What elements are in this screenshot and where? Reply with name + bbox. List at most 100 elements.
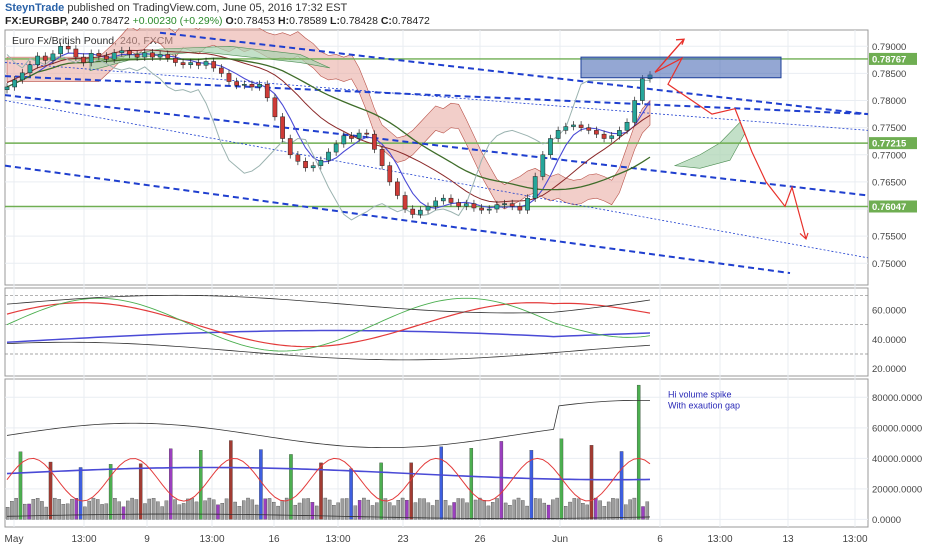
candle [349, 135, 354, 139]
close-label: C: [380, 15, 392, 27]
volume-bar [113, 498, 117, 520]
volume-bar [241, 500, 246, 520]
candle [165, 54, 171, 59]
volume-bar [413, 502, 418, 520]
volume-bar [430, 505, 435, 520]
volume-bar [353, 505, 358, 520]
candle [157, 54, 163, 58]
volume-bar [581, 503, 585, 520]
projection-path [654, 56, 807, 240]
volume-bar [469, 448, 474, 520]
volume-bar [237, 506, 242, 520]
volume-bar [40, 501, 44, 520]
volume-bar [375, 502, 379, 520]
volume-bar [357, 500, 362, 520]
open-label: O: [225, 15, 238, 27]
y-tick-label: 0.75000 [872, 259, 906, 270]
candle [104, 55, 109, 60]
volume-bar [551, 499, 555, 520]
x-tick-label: 13 [782, 534, 794, 545]
volume-bar [151, 498, 156, 520]
x-tick-label: 13:00 [325, 534, 350, 545]
candle [35, 55, 40, 65]
candle [456, 202, 461, 207]
volume-bar [426, 502, 431, 520]
volume-bar [619, 451, 624, 520]
volume-bar [546, 504, 551, 520]
blue-channel-bottom [4, 164, 791, 275]
price-label-box [869, 200, 917, 213]
candle [509, 203, 515, 207]
volume-bar [61, 504, 66, 520]
volume-bar [78, 467, 83, 520]
high-value: 0.78589 [289, 15, 328, 27]
blue-channel-top [4, 75, 869, 116]
candle [532, 176, 538, 199]
candle [517, 206, 523, 211]
candle [364, 132, 370, 135]
candle [12, 79, 18, 88]
volume-bar [220, 503, 225, 520]
volume-bar [379, 462, 383, 520]
volume-bar [74, 498, 79, 520]
candle [50, 53, 56, 61]
candle [563, 126, 569, 131]
volume-bar [181, 503, 186, 520]
blue-thin-upper [4, 62, 869, 131]
candle [448, 197, 454, 203]
volume-bar [448, 505, 452, 520]
candle [142, 52, 148, 58]
osc-upper-band [6, 294, 651, 314]
volume-ma-blue [6, 466, 651, 481]
candle [463, 203, 469, 207]
candle [249, 84, 255, 88]
volume-bar [533, 498, 538, 520]
volume-bar [482, 500, 486, 520]
candle [295, 154, 301, 162]
candle [73, 48, 79, 58]
candle [218, 67, 224, 74]
candle [310, 165, 316, 169]
candle [264, 84, 270, 99]
volume-bar [383, 498, 388, 520]
volume-bar [319, 462, 323, 520]
volume-bar [48, 461, 53, 520]
volume-bar [555, 497, 559, 520]
candle [418, 209, 423, 215]
volume-bar [177, 504, 182, 520]
close-value: 0.78472 [391, 15, 430, 27]
candle [303, 161, 308, 169]
y-tick-label: 0.77500 [872, 123, 906, 134]
chikou-line [6, 54, 650, 221]
volume-bar [199, 450, 203, 520]
volume-bar [563, 506, 568, 520]
annotation-line-1: Hi volume spike [668, 389, 732, 399]
candle [555, 130, 561, 139]
downside-arrow-head [799, 232, 809, 240]
y-tick-label: 0.76500 [872, 177, 906, 188]
volume-bar [53, 497, 57, 520]
candle [234, 81, 239, 86]
volume-bar [465, 502, 469, 520]
chart-area[interactable]: May 13:00 9 13:00 16 13:00 23 26 Jun 6 13:00 13 13:0… [0, 28, 932, 550]
volume-bar [194, 501, 199, 520]
volume-bar [284, 497, 289, 520]
volume-bar [615, 498, 620, 520]
candle [494, 204, 500, 210]
volume-bar [246, 497, 250, 520]
volume-bar [486, 505, 491, 520]
volume-bar [370, 505, 375, 520]
candle [540, 154, 546, 177]
volume-bar [164, 500, 169, 520]
volume-bar [280, 500, 285, 520]
quote-line: FX:EURGBP, 240 0.78472 +0.00230 (+0.29%)… [5, 15, 430, 27]
candle [639, 78, 645, 101]
candle [356, 132, 362, 139]
candle [196, 62, 201, 66]
candle [395, 181, 400, 196]
candle [402, 195, 408, 210]
high-label: H: [278, 15, 290, 27]
author-link[interactable]: SteynTrade [5, 2, 65, 14]
candle [372, 133, 377, 150]
vol-y-tick-label: 60000.0000 [872, 423, 922, 434]
